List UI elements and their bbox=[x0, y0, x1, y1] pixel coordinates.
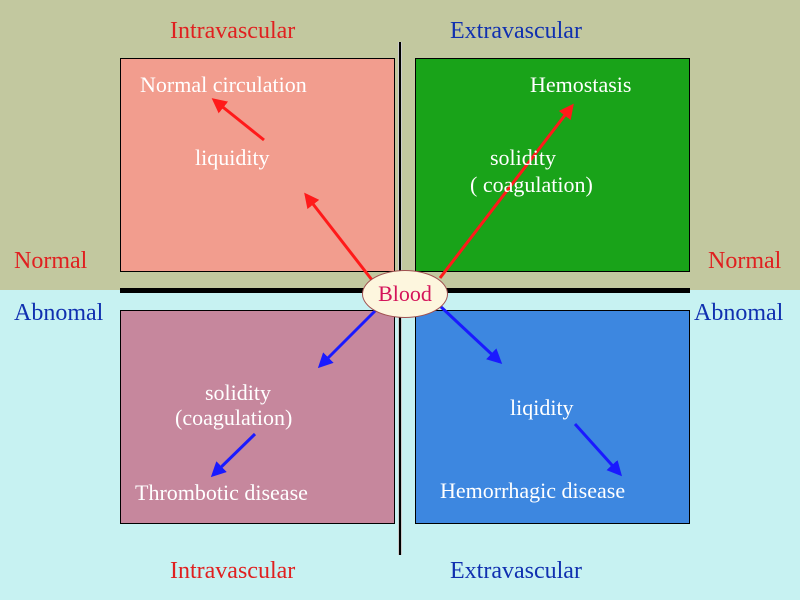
center-blood-label: Blood bbox=[378, 281, 432, 307]
quadrant-text: Hemorrhagic disease bbox=[440, 478, 625, 504]
col-header-bottom-left: Intravascular bbox=[170, 558, 295, 585]
quadrant-text: liquidity bbox=[195, 145, 270, 171]
row-label-left-top: Normal bbox=[14, 248, 87, 275]
col-header-top-right: Extravascular bbox=[450, 18, 582, 45]
quadrant-text: solidity bbox=[205, 380, 271, 406]
row-label-right-bottom: Abnomal bbox=[694, 300, 783, 327]
quadrant-text: liqidity bbox=[510, 395, 574, 421]
row-label-right-top: Normal bbox=[708, 248, 781, 275]
quadrant-text: ( coagulation) bbox=[470, 172, 593, 198]
quadrant-text: (coagulation) bbox=[175, 405, 292, 431]
col-header-bottom-right: Extravascular bbox=[450, 558, 582, 585]
quadrant-text: Hemostasis bbox=[530, 72, 631, 98]
quadrant-text: Thrombotic disease bbox=[135, 480, 308, 506]
row-label-left-bottom: Abnomal bbox=[14, 300, 103, 327]
quadrant-text: solidity bbox=[490, 145, 556, 171]
col-header-top-left: Intravascular bbox=[170, 18, 295, 45]
center-blood-oval: Blood bbox=[362, 270, 448, 318]
quadrant-text: Normal circulation bbox=[140, 72, 307, 98]
